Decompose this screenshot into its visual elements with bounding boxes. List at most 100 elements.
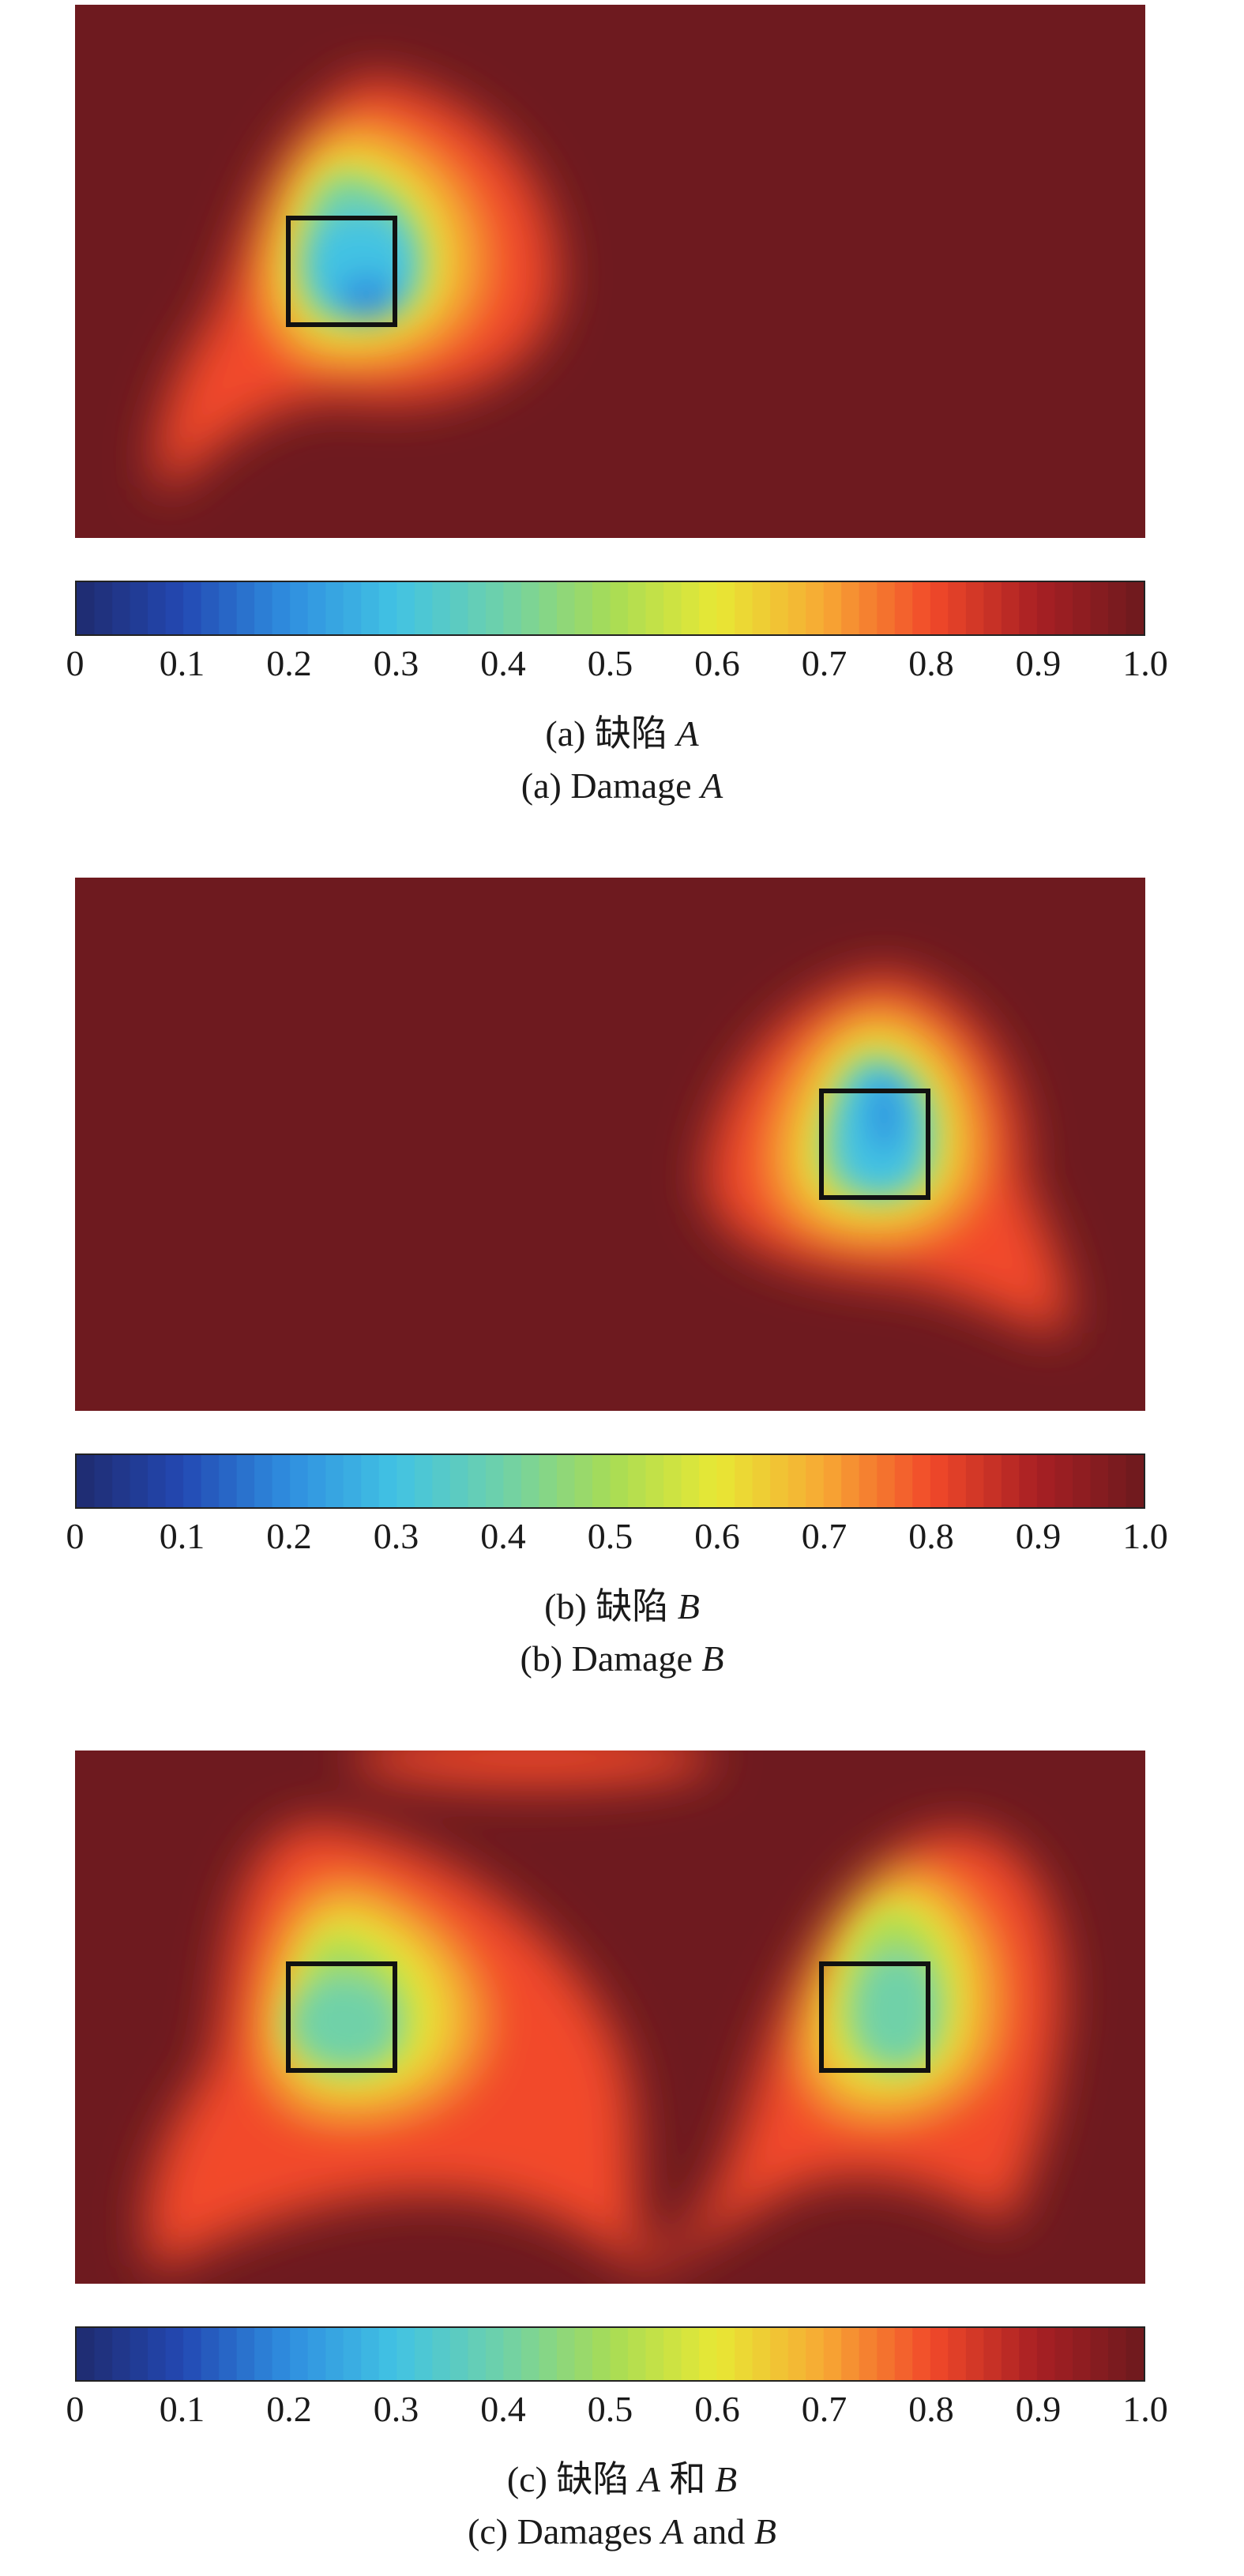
colorbar-band xyxy=(823,2328,842,2380)
colorbar-band xyxy=(77,2328,96,2380)
colorbar-tick-label: 0.9 xyxy=(1015,643,1062,683)
colorbar-band xyxy=(859,1455,878,1507)
colorbar-tick-label: 0 xyxy=(66,643,85,683)
colorbar-band xyxy=(735,2328,754,2380)
colorbar-band xyxy=(503,2328,522,2380)
caption-en-prefix: (a) Damage xyxy=(521,765,701,806)
colorbar-tick-label: 0 xyxy=(66,1516,85,1556)
colorbar-band xyxy=(1054,1455,1073,1507)
colorbar-band xyxy=(806,1455,825,1507)
colorbar-band xyxy=(254,1455,273,1507)
heatmap-a xyxy=(75,5,1145,538)
colorbar-band xyxy=(894,582,913,634)
colorbar-band xyxy=(1036,1455,1056,1507)
colorbar-band xyxy=(343,1455,362,1507)
colorbar-band xyxy=(219,1455,238,1507)
colorbar-band xyxy=(130,2328,148,2380)
colorbar-band xyxy=(877,2328,896,2380)
colorbar-band xyxy=(787,582,806,634)
colorbar-band xyxy=(272,2328,291,2380)
colorbar-band xyxy=(468,582,487,634)
caption-cn-prefix: (c) 缺陷 xyxy=(506,2459,638,2499)
colorbar-band xyxy=(485,2328,504,2380)
caption-cn-var: A xyxy=(676,713,699,754)
caption-en-var2: B xyxy=(754,2511,776,2552)
colorbar-b-svg xyxy=(77,1455,1144,1507)
colorbar-band xyxy=(787,2328,806,2380)
colorbar-band xyxy=(1001,2328,1020,2380)
caption-cn-prefix: (b) 缺陷 xyxy=(544,1586,678,1626)
colorbar-band xyxy=(628,1455,647,1507)
colorbar-tick-label: 0.2 xyxy=(266,1516,312,1556)
heatmap-c-core xyxy=(288,1912,947,2074)
colorbar-band xyxy=(94,1455,113,1507)
colorbar-band xyxy=(468,2328,487,2380)
colorbar-band xyxy=(183,1455,202,1507)
colorbar-band xyxy=(521,2328,540,2380)
colorbar-band xyxy=(307,582,326,634)
colorbar-band xyxy=(272,1455,291,1507)
colorbar-band xyxy=(219,582,238,634)
colorbar-band xyxy=(236,1455,255,1507)
colorbar-band xyxy=(219,2328,238,2380)
colorbar-band xyxy=(592,2328,611,2380)
colorbar-band xyxy=(645,1455,664,1507)
colorbar-band xyxy=(645,582,664,634)
colorbar-band xyxy=(716,582,735,634)
colorbar-band xyxy=(183,582,202,634)
colorbar-tick-label: 0.4 xyxy=(480,1516,526,1556)
colorbar-band xyxy=(1019,582,1038,634)
colorbar-band xyxy=(254,2328,273,2380)
colorbar-band xyxy=(574,582,593,634)
colorbar-band xyxy=(1001,1455,1020,1507)
colorbar-band xyxy=(983,582,1002,634)
colorbar-band xyxy=(343,582,362,634)
colorbar-band xyxy=(574,1455,593,1507)
colorbar-band xyxy=(77,1455,96,1507)
colorbar-tick-label: 1.0 xyxy=(1122,643,1168,683)
colorbar-band xyxy=(1107,1455,1127,1507)
caption-cn-c: (c) 缺陷 A 和 B xyxy=(0,2458,1244,2501)
colorbar-c-ticks: 0 0.1 0.2 0.3 0.4 0.5 0.6 0.7 0.8 0.9 1.0 xyxy=(66,2389,1168,2429)
colorbar-tick-label: 0.4 xyxy=(480,643,526,683)
heatmap-a-svg xyxy=(75,5,1145,538)
colorbar-tick-label: 0.7 xyxy=(801,643,847,683)
colorbar-band xyxy=(1036,582,1056,634)
colorbar-band xyxy=(378,1455,397,1507)
colorbar-band xyxy=(752,1455,771,1507)
colorbar-band xyxy=(859,2328,878,2380)
colorbar-tick-label: 0.1 xyxy=(159,643,205,683)
colorbar-band xyxy=(201,582,220,634)
colorbar-band xyxy=(930,582,949,634)
colorbar-band xyxy=(1036,2328,1056,2380)
colorbar-band xyxy=(148,582,167,634)
caption-cn-a: (a) 缺陷 A xyxy=(0,713,1244,755)
colorbar-tick-label: 0.9 xyxy=(1015,2389,1062,2429)
colorbar-band xyxy=(894,1455,913,1507)
colorbar-band xyxy=(201,1455,220,1507)
colorbar-band xyxy=(539,1455,558,1507)
colorbar-band xyxy=(1001,582,1020,634)
caption-en-mid: and xyxy=(683,2511,754,2552)
colorbar-tick-label: 0.5 xyxy=(587,643,633,683)
caption-cn-prefix: (a) 缺陷 xyxy=(545,713,677,754)
colorbar-band xyxy=(503,1455,522,1507)
colorbar-band xyxy=(948,582,967,634)
colorbar-band xyxy=(325,2328,344,2380)
colorbar-band xyxy=(112,1455,131,1507)
colorbar-band xyxy=(485,582,504,634)
colorbar-band xyxy=(397,2328,415,2380)
colorbar-a-svg xyxy=(77,582,1144,634)
colorbar-band xyxy=(1054,582,1073,634)
colorbar-band xyxy=(485,1455,504,1507)
colorbar-band xyxy=(823,582,842,634)
colorbar-band xyxy=(841,1455,860,1507)
colorbar-band xyxy=(752,582,771,634)
colorbar-band xyxy=(414,1455,433,1507)
colorbar-tick-label: 0.8 xyxy=(908,2389,954,2429)
colorbar-band xyxy=(432,1455,451,1507)
colorbar-band xyxy=(165,582,184,634)
colorbar-tick-label: 0.4 xyxy=(480,2389,526,2429)
colorbar-c-svg xyxy=(77,2328,1144,2380)
colorbar-band xyxy=(841,2328,860,2380)
